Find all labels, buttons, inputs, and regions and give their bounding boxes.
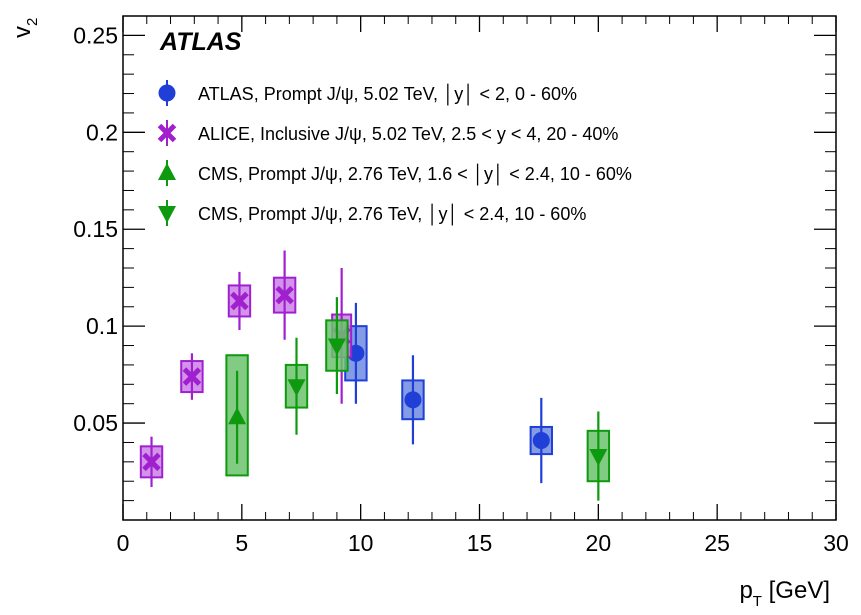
legend-entry: CMS, Prompt J/ψ, 2.76 TeV, 1.6 < │y│ < 2… <box>158 160 632 186</box>
legend-label: ATLAS, Prompt J/ψ, 5.02 TeV, │y│ < 2, 0 … <box>198 83 577 106</box>
point-marker <box>182 367 202 386</box>
legend-entry: ATLAS, Prompt J/ψ, 5.02 TeV, │y│ < 2, 0 … <box>158 80 577 106</box>
point-marker <box>404 391 422 409</box>
data-point <box>225 354 249 477</box>
point-marker <box>158 84 176 102</box>
x-tick-label: 15 <box>467 530 493 556</box>
legend-entry: ALICE, Inclusive J/ψ, 5.02 TeV, 2.5 < y … <box>157 120 618 146</box>
point-marker <box>287 379 306 397</box>
point-marker <box>158 163 176 180</box>
y-tick-label: 0.15 <box>73 216 118 242</box>
x-tick-label: 10 <box>348 530 374 556</box>
point-marker <box>327 338 346 356</box>
data-point <box>586 411 611 501</box>
y-axis-title-sub: 2 <box>24 18 41 26</box>
data-point <box>139 436 164 488</box>
point-marker <box>275 285 294 305</box>
y-tick-label: 0.2 <box>86 119 118 145</box>
x-axis-title: pT [GeV] <box>739 577 830 610</box>
legend-label: CMS, Prompt J/ψ, 2.76 TeV, 1.6 < │y│ < 2… <box>198 163 632 186</box>
point-marker <box>142 452 161 472</box>
x-tick-label: 25 <box>704 530 730 556</box>
y-tick-label: 0.05 <box>73 410 118 436</box>
y-tick-label: 0.25 <box>73 22 118 48</box>
x-tick-label: 5 <box>235 530 248 556</box>
y-tick-label: 0.1 <box>86 313 118 339</box>
data-point <box>401 355 425 445</box>
data-point <box>529 397 553 484</box>
y-axis-title: v2 <box>9 18 41 38</box>
x-axis-title-main: p <box>739 577 752 604</box>
point-marker <box>589 449 608 467</box>
point-marker <box>230 291 249 311</box>
legend: ATLAS, Prompt J/ψ, 5.02 TeV, │y│ < 2, 0 … <box>157 80 632 226</box>
x-axis-title-sub: T <box>753 593 762 610</box>
data-series <box>344 302 553 484</box>
point-marker <box>158 206 176 223</box>
legend-label: ALICE, Inclusive J/ψ, 5.02 TeV, 2.5 < y … <box>198 124 618 144</box>
legend-entry: CMS, Prompt J/ψ, 2.76 TeV, │y│ < 2.4, 10… <box>158 200 586 226</box>
data-point <box>180 353 204 400</box>
x-tick-label: 20 <box>586 530 612 556</box>
data-layer <box>139 250 611 501</box>
x-tick-label: 30 <box>823 530 849 556</box>
point-marker <box>532 432 550 450</box>
legend-label: CMS, Prompt J/ψ, 2.76 TeV, │y│ < 2.4, 10… <box>198 203 586 226</box>
plot-frame-group <box>122 15 837 521</box>
x-axis-title-unit: [GeV] <box>762 577 830 604</box>
data-series <box>284 297 611 501</box>
y-axis-title-main: v <box>9 26 36 38</box>
data-series <box>225 354 249 477</box>
data-point <box>325 297 349 394</box>
data-point <box>227 271 252 331</box>
x-tick-label: 0 <box>117 530 130 556</box>
plot-frame <box>122 15 837 521</box>
point-marker <box>157 123 177 143</box>
point-marker <box>228 407 247 425</box>
axes: 0 5 10 15 20 25 30 0.05 0.1 0.15 0.2 0.25 <box>73 16 849 556</box>
data-point <box>272 250 297 340</box>
data-point <box>284 337 309 435</box>
experiment-label: ATLAS <box>159 28 242 56</box>
